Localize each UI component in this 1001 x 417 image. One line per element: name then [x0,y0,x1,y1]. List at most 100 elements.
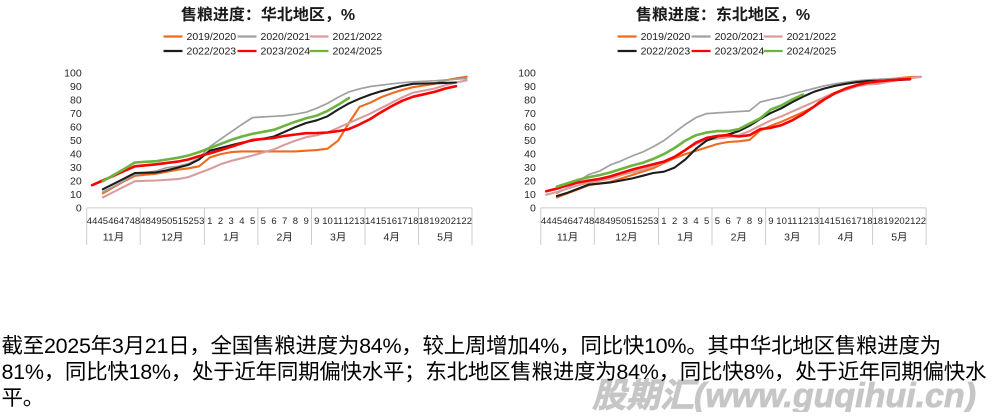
svg-text:15: 15 [376,216,387,227]
svg-text:49: 49 [605,216,616,227]
svg-text:53: 53 [648,216,659,227]
svg-text:2019/2020: 2019/2020 [641,31,691,43]
svg-text:70: 70 [70,108,82,120]
svg-text:14: 14 [819,216,830,227]
svg-text:16: 16 [386,216,397,227]
svg-text:4: 4 [239,216,244,227]
svg-text:20: 20 [440,216,451,227]
svg-text:18: 18 [873,216,884,227]
svg-text:90: 90 [524,81,536,93]
svg-text:11月: 11月 [103,232,124,244]
svg-text:9: 9 [314,216,319,227]
svg-text:53: 53 [194,216,205,227]
svg-text:10: 10 [776,216,787,227]
svg-text:80: 80 [524,95,536,107]
svg-text:10: 10 [70,189,82,201]
svg-text:60: 60 [70,122,82,134]
svg-text:4月: 4月 [384,232,400,244]
svg-text:9: 9 [768,216,773,227]
svg-text:19: 19 [883,216,894,227]
svg-text:48: 48 [594,216,605,227]
svg-text:17: 17 [397,216,408,227]
svg-text:3: 3 [683,216,688,227]
svg-text:48: 48 [130,216,141,227]
svg-text:2022/2023: 2022/2023 [641,46,691,58]
svg-text:9: 9 [303,216,308,227]
svg-text:截至2025年3月21日，全国售粮进度为84%，较上周增加4: 截至2025年3月21日，全国售粮进度为84%，较上周增加4%，同比快10%。其… [2,334,941,358]
svg-text:12: 12 [798,216,809,227]
svg-text:14: 14 [365,216,376,227]
svg-text:46: 46 [562,216,573,227]
svg-text:平。: 平。 [2,386,44,410]
svg-text:90: 90 [70,81,82,93]
svg-text:22: 22 [916,216,927,227]
svg-text:2022/2023: 2022/2023 [187,46,237,58]
svg-text:2021/2022: 2021/2022 [787,31,837,43]
svg-text:1: 1 [661,216,666,227]
svg-text:52: 52 [637,216,648,227]
svg-text:44: 44 [87,216,98,227]
svg-text:18: 18 [419,216,430,227]
svg-text:2021/2022: 2021/2022 [333,31,383,43]
svg-text:5: 5 [715,216,720,227]
svg-text:47: 47 [119,216,130,227]
svg-text:100: 100 [64,68,82,80]
svg-text:股期汇(www.guqihui.cn): 股期汇(www.guqihui.cn) [592,377,976,412]
svg-text:20: 20 [894,216,905,227]
svg-text:2月: 2月 [277,232,293,244]
svg-text:2020/2021: 2020/2021 [715,31,765,43]
svg-text:2023/2024: 2023/2024 [261,46,311,58]
svg-text:3月: 3月 [330,232,346,244]
svg-text:2: 2 [672,216,677,227]
svg-text:12月: 12月 [615,232,637,244]
svg-text:5月: 5月 [891,232,907,244]
svg-text:10: 10 [322,216,333,227]
svg-text:45: 45 [552,216,563,227]
svg-text:7: 7 [736,216,741,227]
svg-text:15: 15 [830,216,841,227]
svg-text:21: 21 [905,216,916,227]
svg-text:7: 7 [282,216,287,227]
svg-text:2019/2020: 2019/2020 [187,31,237,43]
svg-text:44: 44 [541,216,552,227]
svg-text:40: 40 [524,149,536,161]
svg-text:22: 22 [461,216,472,227]
svg-text:0: 0 [530,203,536,215]
svg-text:20: 20 [524,176,536,188]
svg-text:2: 2 [218,216,223,227]
svg-text:46: 46 [108,216,119,227]
svg-text:30: 30 [70,162,82,174]
svg-text:47: 47 [573,216,584,227]
svg-text:81%，同比快18%，处于近年同期偏快水平；东北地区售粮进度: 81%，同比快18%，处于近年同期偏快水平；东北地区售粮进度为84%，同比快8%… [2,360,987,384]
svg-text:1: 1 [207,216,212,227]
svg-text:50: 50 [524,135,536,147]
svg-text:13: 13 [808,216,819,227]
svg-text:2024/2025: 2024/2025 [333,46,383,58]
svg-text:17: 17 [851,216,862,227]
svg-text:51: 51 [627,216,638,227]
svg-text:2023/2024: 2023/2024 [715,46,765,58]
svg-text:3月: 3月 [784,232,800,244]
svg-text:50: 50 [616,216,627,227]
svg-text:48: 48 [140,216,151,227]
svg-text:20: 20 [70,176,82,188]
svg-text:5月: 5月 [437,232,453,244]
svg-text:52: 52 [183,216,194,227]
svg-text:0: 0 [76,203,82,215]
svg-text:19: 19 [429,216,440,227]
svg-text:4: 4 [693,216,698,227]
svg-text:2月: 2月 [731,232,747,244]
svg-text:4月: 4月 [838,232,854,244]
svg-text:3: 3 [229,216,234,227]
svg-text:2024/2025: 2024/2025 [787,46,837,58]
svg-text:18: 18 [862,216,873,227]
svg-text:60: 60 [524,122,536,134]
svg-text:49: 49 [151,216,162,227]
svg-text:8: 8 [293,216,298,227]
svg-text:5: 5 [261,216,266,227]
svg-text:51: 51 [172,216,183,227]
svg-text:12月: 12月 [161,232,183,244]
svg-text:30: 30 [524,162,536,174]
svg-text:13: 13 [354,216,365,227]
svg-text:48: 48 [584,216,595,227]
